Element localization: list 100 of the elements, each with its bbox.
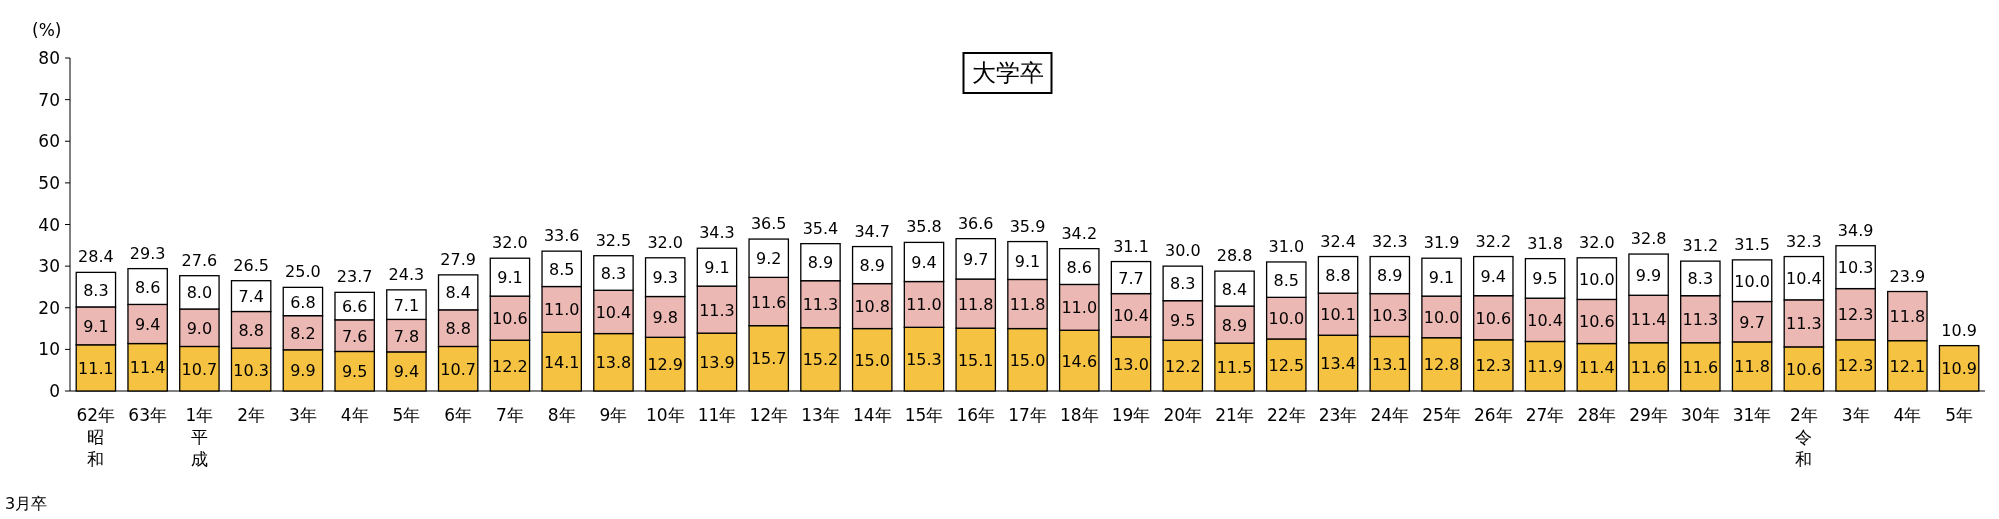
data-label: 11.6 [1682,357,1719,377]
x-tick-label: 27年 [1525,405,1565,425]
total-label: 24.3 [388,264,425,284]
x-tick-label: 28年 [1577,405,1617,425]
text: 3月卒 [5,494,48,513]
data-label: 9.1 [1428,268,1455,288]
x-tick-label: 24年 [1370,405,1410,425]
x-tick-label: 30年 [1681,405,1720,425]
data-label: 11.4 [1579,358,1615,378]
data-label: 9.5 [1170,311,1196,331]
data-label: 13.4 [1320,354,1356,374]
total-label: 32.3 [1786,231,1822,251]
data-label: 10.4 [1786,269,1822,289]
total-label: 27.6 [181,250,218,270]
x-tick-label: 31年 [1732,405,1772,425]
x-tick-label: 14年 [852,405,892,425]
total-label: 28.4 [78,247,114,267]
data-label: 11.4 [129,358,166,378]
total-label: 31.0 [1268,236,1305,256]
y-tick-label: 50 [38,172,60,193]
data-label: 8.3 [1687,269,1714,289]
data-label: 7.8 [393,326,420,346]
data-label: 12.3 [1837,305,1874,325]
data-label: 9.2 [755,249,782,269]
data-label: 15.1 [957,350,994,370]
total-label: 25.0 [285,262,321,282]
total-label: 36.6 [957,213,994,233]
x-tick-label: 26年 [1473,405,1513,425]
x-tick-label: 29年 [1629,405,1668,425]
data-label: 6.6 [341,297,368,317]
data-label: 12.3 [1837,356,1874,376]
total-label: 35.8 [906,217,942,237]
x-tick-label: 12年 [749,405,789,425]
x-tick-label: 2年 [237,405,266,425]
total-label: 31.8 [1527,233,1563,253]
data-label: 12.8 [1423,355,1460,375]
data-label: 11.3 [1786,314,1822,334]
data-label: 15.3 [906,350,942,370]
data-label: 8.9 [1377,266,1403,286]
data-label: 11.5 [1216,358,1253,378]
total-label: 32.5 [595,230,632,250]
data-label: 13.8 [595,353,632,373]
data-label: 11.8 [1734,357,1770,377]
data-label: 10.0 [1268,309,1305,329]
data-label: 15.7 [750,349,787,369]
x-tick-label: 5年 [1945,405,1974,425]
data-label: 10.0 [1423,307,1460,327]
data-label: 7.7 [1118,268,1144,288]
data-label: 9.0 [186,318,213,338]
total-label: 33.6 [543,226,580,246]
total-label: 34.3 [699,223,735,243]
y-tick-label: 0 [49,381,60,401]
x-tick-label: 4年 [340,405,369,425]
data-label: 9.9 [290,361,316,381]
y-axis-title: (%) [32,20,62,40]
total-label: 34.7 [854,221,891,241]
total-label: 26.5 [233,255,269,275]
total-label: 31.5 [1734,234,1770,254]
x-tick-label: 7年 [496,405,524,425]
data-label: 8.6 [1066,257,1092,277]
data-label: 11.1 [78,358,114,378]
total-label: 32.0 [647,232,684,252]
data-label: 8.4 [1221,279,1248,299]
data-label: 11.8 [957,294,994,314]
data-label: 8.8 [238,320,264,340]
data-label: 7.4 [238,287,264,307]
x-tick-label: 20年 [1163,405,1203,425]
x-tick-label: 16年 [956,405,996,425]
data-label: 11.4 [1630,309,1667,329]
data-label: 10.6 [1579,312,1615,332]
data-label: 10.0 [1579,269,1615,289]
data-label: 11.8 [1009,295,1046,314]
data-label: 10.3 [233,360,269,380]
data-label: 11.0 [543,300,580,320]
data-label: 9.3 [652,268,678,288]
data-label: 9.4 [393,362,420,382]
data-label: 10.6 [1786,359,1822,379]
data-label: 13.9 [699,353,735,373]
data-label: 12.9 [647,355,684,375]
data-label: 12.5 [1268,355,1305,375]
total-label: 32.2 [1475,231,1512,251]
data-label: 11.0 [906,295,942,315]
data-label: 10.6 [492,309,528,329]
data-label: 10.6 [1475,308,1512,328]
x-tick-label: 13年 [801,405,840,425]
total-label: 23.7 [336,267,373,287]
data-label: 7.6 [341,326,368,346]
x-tick-label: 1年平成 [185,405,214,469]
total-label: 28.8 [1216,246,1253,266]
data-label: 12.1 [1889,356,1926,376]
x-tick-label: 25年 [1422,405,1461,425]
data-label: 11.0 [1061,298,1098,318]
data-label: 9.7 [1739,312,1765,332]
y-tick-label: 60 [38,131,60,152]
x-tick-label: 8年 [547,405,576,425]
x-tick-label: 22年 [1266,405,1306,425]
data-label: 9.4 [1480,267,1507,287]
total-label: 32.0 [492,233,528,253]
data-label: 9.8 [652,307,678,327]
data-label: 8.3 [1170,274,1196,294]
